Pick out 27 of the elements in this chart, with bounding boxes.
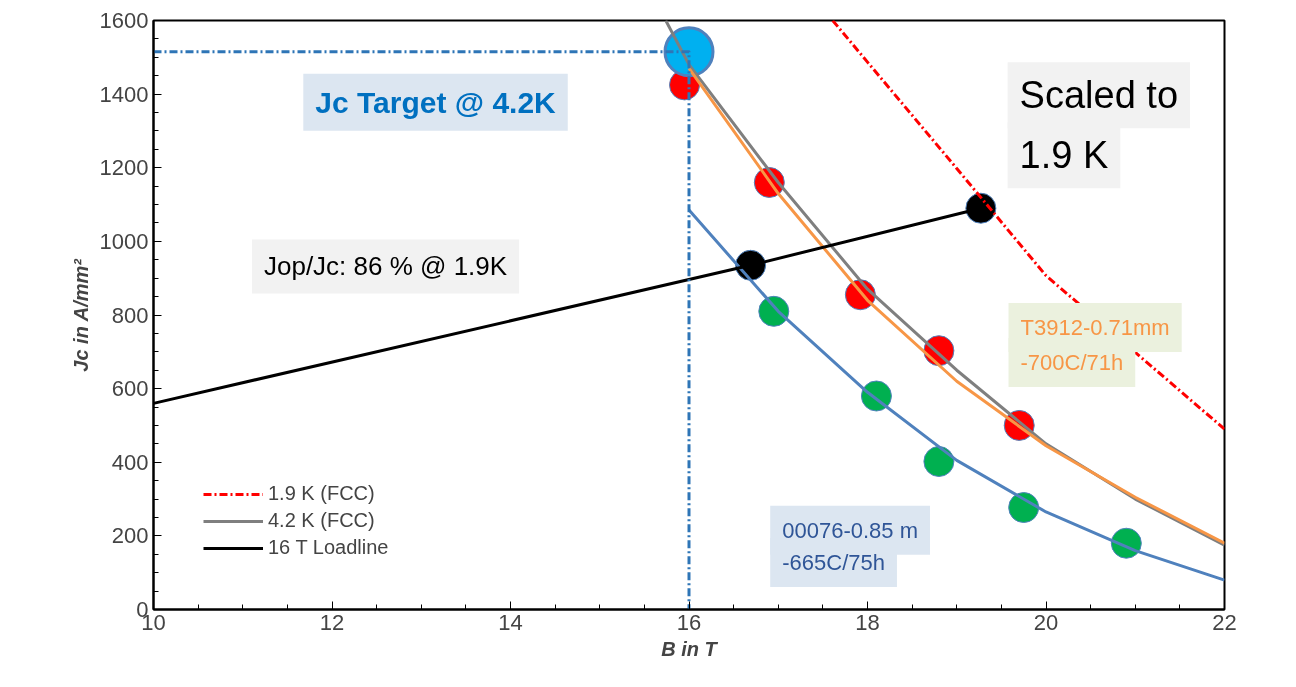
annotation: T3912-0.71mm -700C/71h <box>1020 315 1170 375</box>
legend-label: 16 T Loadline <box>268 536 389 559</box>
y-tick-label: 1400 <box>99 81 149 107</box>
line-series <box>831 20 1225 431</box>
point <box>923 446 955 477</box>
annotation: Jop/Jc: 86 % @ 1.9K <box>263 251 508 282</box>
x-tick-label: 22 <box>1212 609 1237 635</box>
x-tick-label: 20 <box>1033 609 1059 635</box>
annotation: 00076-0.85 m -665C/75h <box>782 517 918 575</box>
x-tick-label: 12 <box>319 609 345 635</box>
x-axis-title: B in T <box>661 637 719 660</box>
annotation: Scaled to 1.9 K <box>1019 74 1179 177</box>
y-tick-label: 1200 <box>99 155 149 181</box>
x-tick-label: 14 <box>498 609 523 635</box>
x-tick-label: 16 <box>676 609 702 635</box>
y-tick-label: 200 <box>111 523 149 549</box>
y-tick-label: 400 <box>111 449 149 475</box>
y-axis-title: Jc in A/mm² <box>69 257 92 372</box>
y-tick-label: 600 <box>111 376 149 402</box>
y-tick-label: 1000 <box>99 228 149 254</box>
y-tick-label: 800 <box>111 302 149 328</box>
legend-label: 4.2 K (FCC) <box>268 509 375 532</box>
legend-label: 1.9 K (FCC) <box>268 482 375 505</box>
y-tick-label: 1600 <box>99 8 149 33</box>
annotation: Jc Target @ 4.2K <box>315 85 557 119</box>
x-tick-label: 18 <box>855 609 880 635</box>
line-series <box>687 208 1225 582</box>
